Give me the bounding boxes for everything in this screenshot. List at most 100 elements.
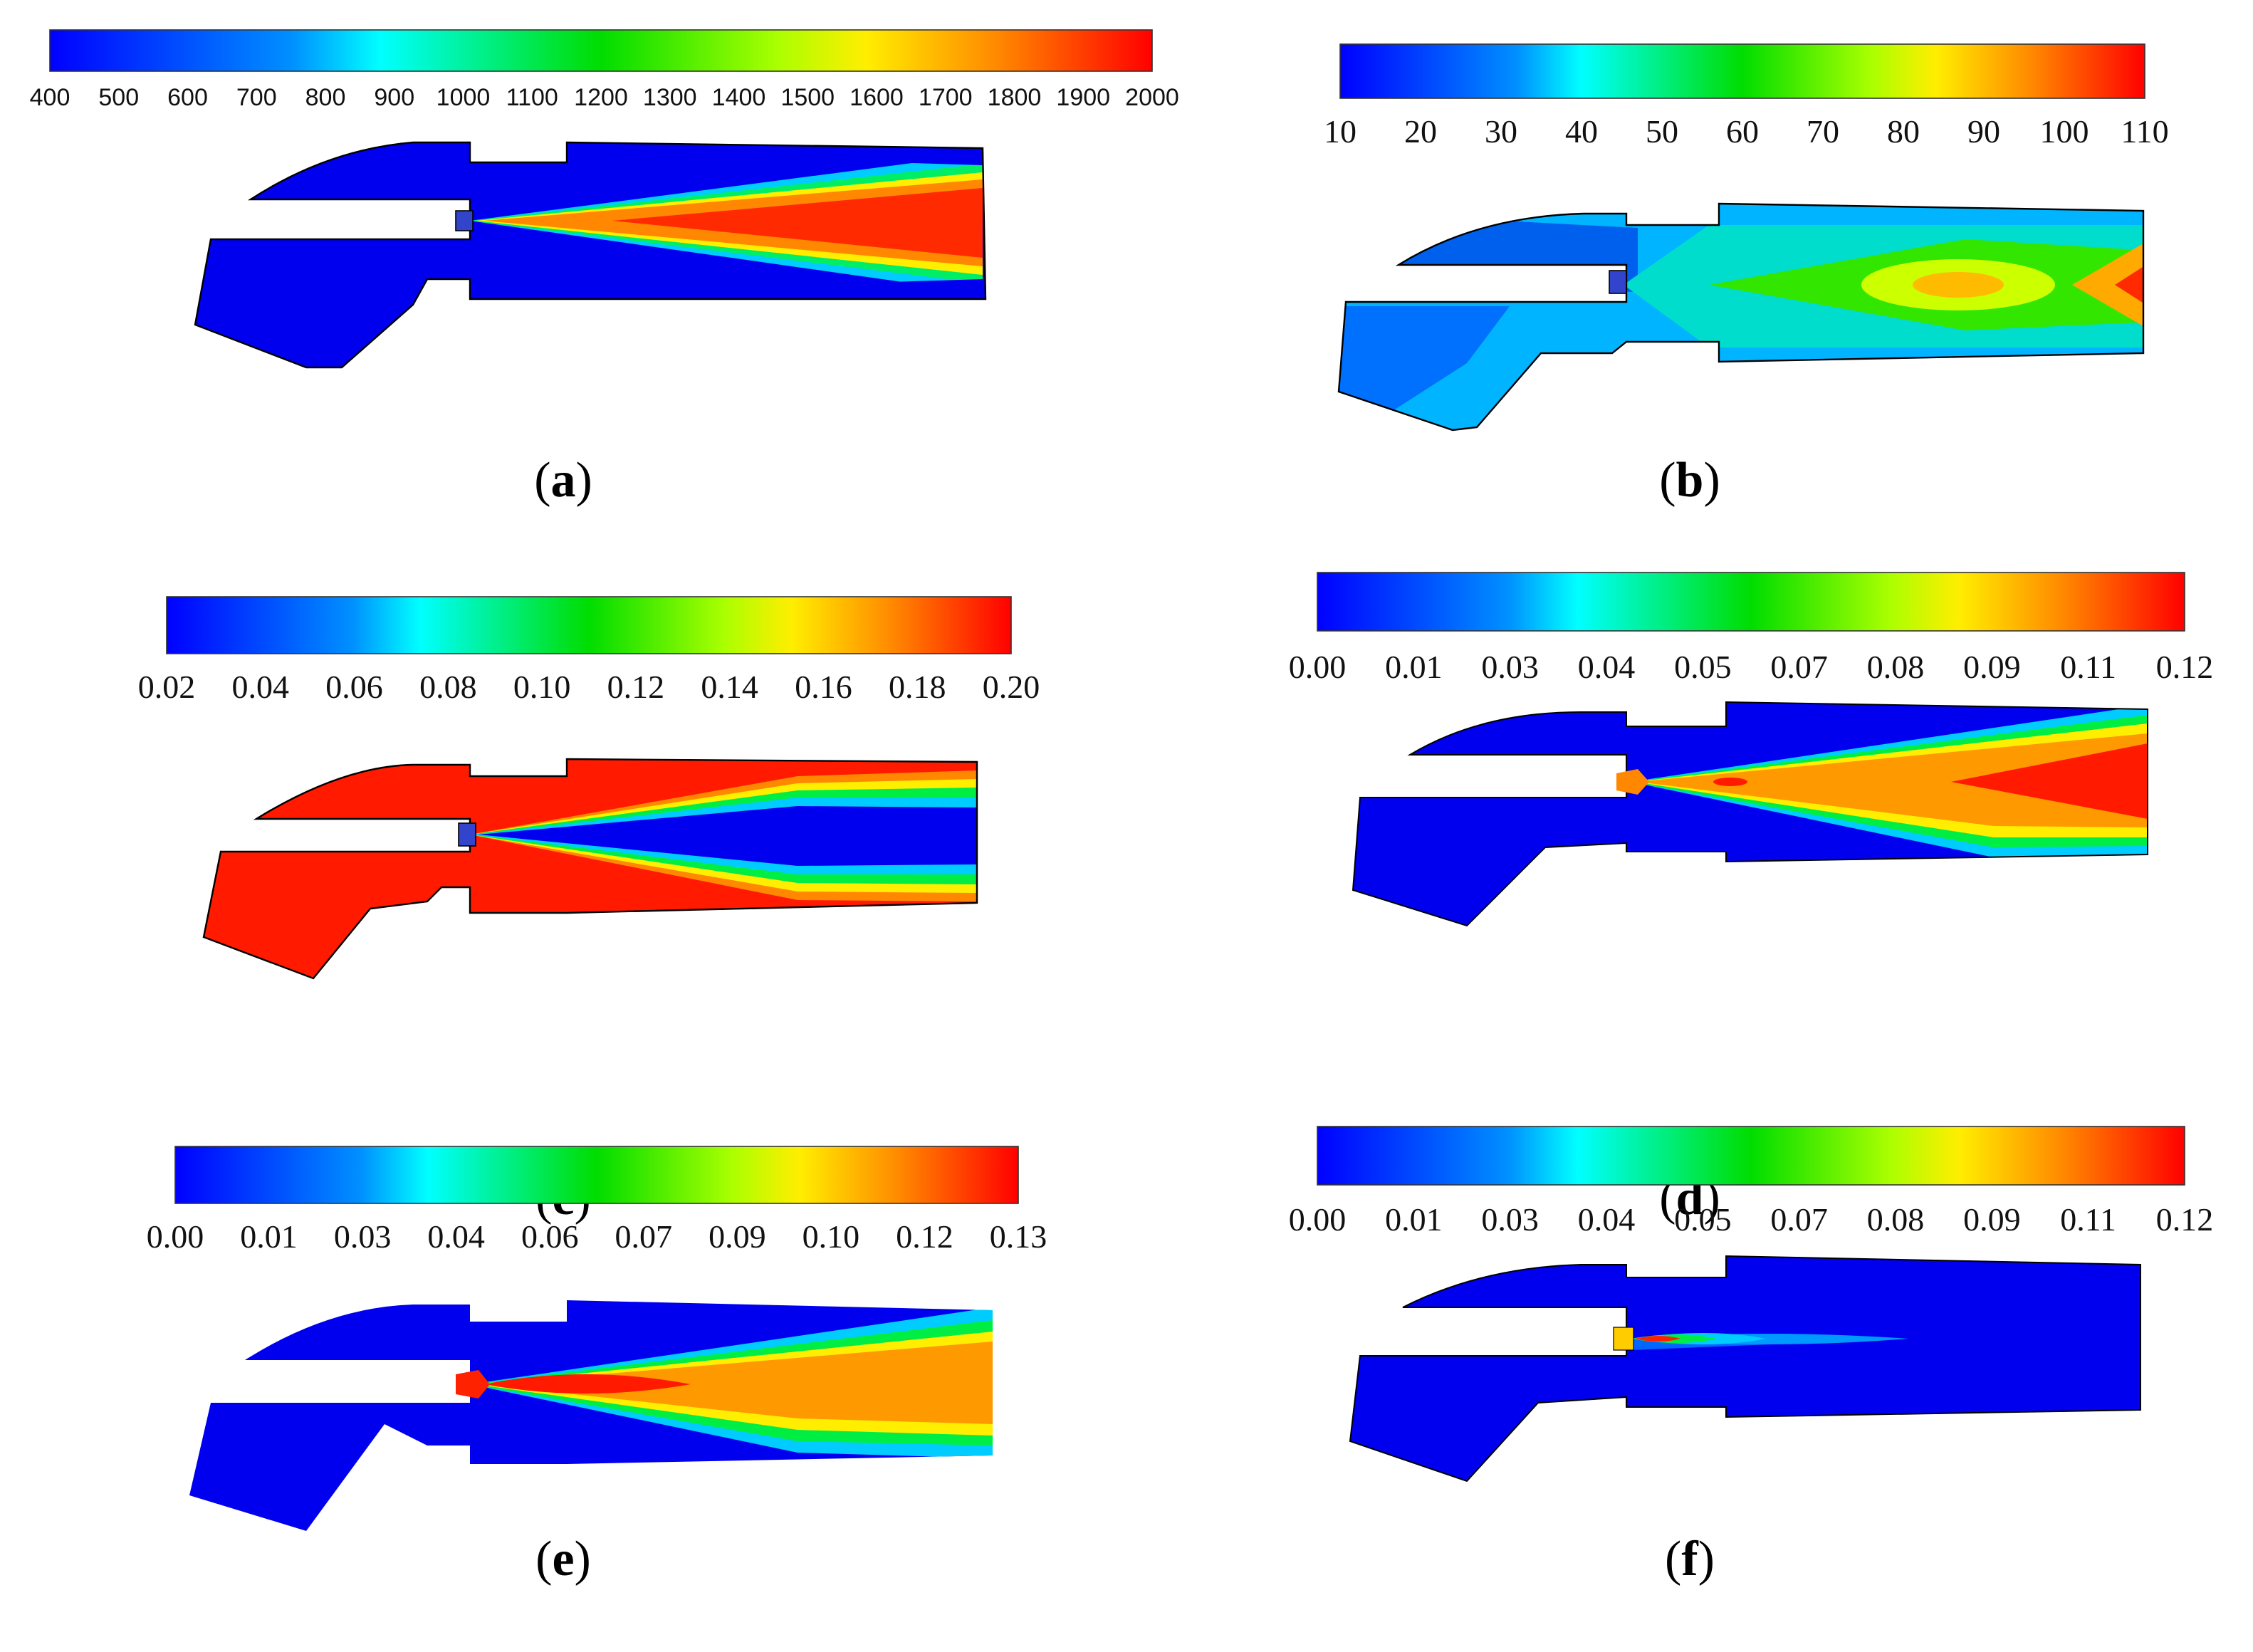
- colorbar-tick-label: 0.06: [521, 1218, 579, 1255]
- colorbar-tick-label: 1700: [919, 84, 973, 111]
- colorbar-tick-label: 0.01: [1385, 1201, 1443, 1238]
- colorbar-tick-label: 1300: [643, 84, 697, 111]
- contour-field-c: [204, 759, 977, 978]
- colorbar-tick-label: 0.06: [325, 669, 383, 705]
- nozzle-b: [1609, 270, 1627, 294]
- colorbar-tick-label: 0.09: [1963, 649, 2021, 685]
- colorbar-tick-label: 1900: [1056, 84, 1110, 111]
- colorbar-tick-label: 0.05: [1674, 1201, 1732, 1238]
- colorbar-tick-label: 0.05: [1674, 649, 1732, 685]
- colorbar-tick-label: 0.07: [1770, 1201, 1828, 1238]
- colorbar-tick-label: 1600: [850, 84, 904, 111]
- colorbar-tick-label: 0.16: [795, 669, 852, 705]
- colorbar-d: [1317, 572, 2185, 632]
- colorbar-tick-label: 0.00: [1289, 1201, 1347, 1238]
- colorbar-tick-label: 700: [236, 84, 277, 111]
- colorbar-tick-label: 0.03: [1481, 1201, 1539, 1238]
- colorbar-tick-label: 70: [1807, 113, 1839, 150]
- contour-field-d: [1353, 702, 2148, 926]
- colorbar-tick-label: 0.12: [2156, 1201, 2214, 1238]
- nozzle-c: [458, 822, 476, 847]
- colorbar-tick-label: 1500: [780, 84, 835, 111]
- colorbar-tick-label: 0.02: [138, 669, 196, 705]
- colorbar-tick-label: 0.09: [1963, 1201, 2021, 1238]
- colorbar-ticks-d: 0.00 0.01 0.03 0.04 0.05 0.07 0.08 0.09 0.11 0.12: [1289, 649, 2214, 685]
- colorbar-tick-label: 40: [1565, 113, 1598, 150]
- colorbar-tick-label: 0.03: [334, 1218, 392, 1255]
- caption-e: (e): [535, 1532, 591, 1586]
- colorbar-tick-label: 500: [98, 84, 139, 111]
- colorbar-tick-label: 50: [1646, 113, 1678, 150]
- colorbar-tick-label: 0.01: [1385, 649, 1443, 685]
- colorbar-tick-label: 0.14: [701, 669, 758, 705]
- colorbar-tick-label: 0.18: [889, 669, 946, 705]
- colorbar-tick-label: 0.10: [513, 669, 571, 705]
- nozzle-e: [456, 1370, 490, 1399]
- colorbar-tick-label: 0.11: [2060, 649, 2116, 685]
- colorbar-f: [1317, 1126, 2185, 1186]
- colorbar-tick-label: 80: [1887, 113, 1920, 150]
- colorbar-tick-label: 110: [2121, 113, 2168, 150]
- colorbar-tick-label: 0.08: [419, 669, 477, 705]
- colorbar-tick-label: 0.20: [983, 669, 1040, 705]
- caption-b: (b): [1659, 453, 1720, 508]
- colorbar-b: [1339, 43, 2145, 99]
- colorbar-tick-label: 400: [30, 84, 70, 111]
- caption-a: (a): [534, 453, 592, 508]
- colorbar-tick-label: 0.00: [1289, 649, 1347, 685]
- nozzle-d: [1616, 769, 1649, 795]
- nozzle-a: [455, 210, 474, 231]
- colorbar-ticks-f: 0.00 0.01 0.03 0.04 0.05 0.07 0.08 0.09 0.11 0.12: [1289, 1201, 2214, 1238]
- colorbar-tick-label: 0.12: [607, 669, 665, 705]
- contour-field-a: [195, 142, 986, 367]
- colorbar-ticks-b: 10 20 30 40 50 60 70 80 90 100 110: [1324, 113, 2169, 150]
- colorbar-tick-label: 1800: [988, 84, 1042, 111]
- colorbar-tick-label: 1400: [712, 84, 766, 111]
- colorbar-tick-label: 0.12: [896, 1218, 953, 1255]
- panel-b: (b): [1126, 0, 2253, 1652]
- colorbar-e: [174, 1146, 1019, 1204]
- colorbar-ticks-e: 0.00 0.01 0.03 0.04 0.06 0.07 0.09 0.10 0.12 0.13: [147, 1218, 1047, 1255]
- colorbar-tick-label: 0.08: [1867, 649, 1925, 685]
- colorbar-ticks-a: 400 500 600 700 800 900 1000 1100 1200 1300 1400 15…: [30, 84, 1179, 111]
- colorbar-tick-label: 30: [1485, 113, 1517, 150]
- contour-field-e: [189, 1300, 993, 1531]
- contour-field-f: [1350, 1256, 2140, 1481]
- colorbar-tick-label: 0.04: [1578, 1201, 1636, 1238]
- caption-f: (f): [1665, 1532, 1715, 1586]
- colorbar-tick-label: 0.07: [1770, 649, 1828, 685]
- colorbar-tick-label: 0.08: [1867, 1201, 1925, 1238]
- panel-a: (a): [0, 0, 1126, 1652]
- colorbar-tick-label: 0.07: [615, 1218, 673, 1255]
- colorbar-tick-label: 0.09: [709, 1218, 766, 1255]
- colorbar-tick-label: 1000: [437, 84, 491, 111]
- colorbar-tick-label: 1200: [574, 84, 628, 111]
- colorbar-tick-label: 0.01: [240, 1218, 298, 1255]
- colorbar-tick-label: 10: [1324, 113, 1356, 150]
- panel-e: (e): [0, 0, 1126, 1652]
- colorbar-tick-label: 0.03: [1481, 649, 1539, 685]
- colorbar-tick-label: 2000: [1125, 84, 1179, 111]
- colorbar-tick-label: 60: [1726, 113, 1759, 150]
- colorbar-tick-label: 0.04: [427, 1218, 485, 1255]
- colorbar-tick-label: 0.13: [990, 1218, 1047, 1255]
- colorbar-tick-label: 0.00: [147, 1218, 204, 1255]
- colorbar-tick-label: 0.10: [803, 1218, 860, 1255]
- colorbar-tick-label: 90: [1967, 113, 2000, 150]
- colorbar-tick-label: 900: [374, 84, 414, 111]
- colorbar-tick-label: 0.04: [1578, 649, 1636, 685]
- colorbar-tick-label: 800: [305, 84, 346, 111]
- colorbar-tick-label: 1100: [506, 84, 558, 111]
- panel-f: (f): [1126, 0, 2253, 1652]
- colorbar-tick-label: 20: [1404, 113, 1437, 150]
- colorbar-ticks-c: 0.02 0.04 0.06 0.08 0.10 0.12 0.14 0.16 0.18 0.20: [138, 669, 1040, 705]
- colorbar-tick-label: 0.04: [232, 669, 290, 705]
- colorbar-tick-label: 0.11: [2060, 1201, 2116, 1238]
- colorbar-tick-label: 0.12: [2156, 649, 2214, 685]
- colorbar-tick-label: 100: [2040, 113, 2089, 150]
- colorbar-tick-label: 600: [167, 84, 208, 111]
- colorbar-a: [49, 29, 1153, 72]
- nozzle-f: [1613, 1327, 1634, 1351]
- contour-field-b: [1339, 204, 2143, 430]
